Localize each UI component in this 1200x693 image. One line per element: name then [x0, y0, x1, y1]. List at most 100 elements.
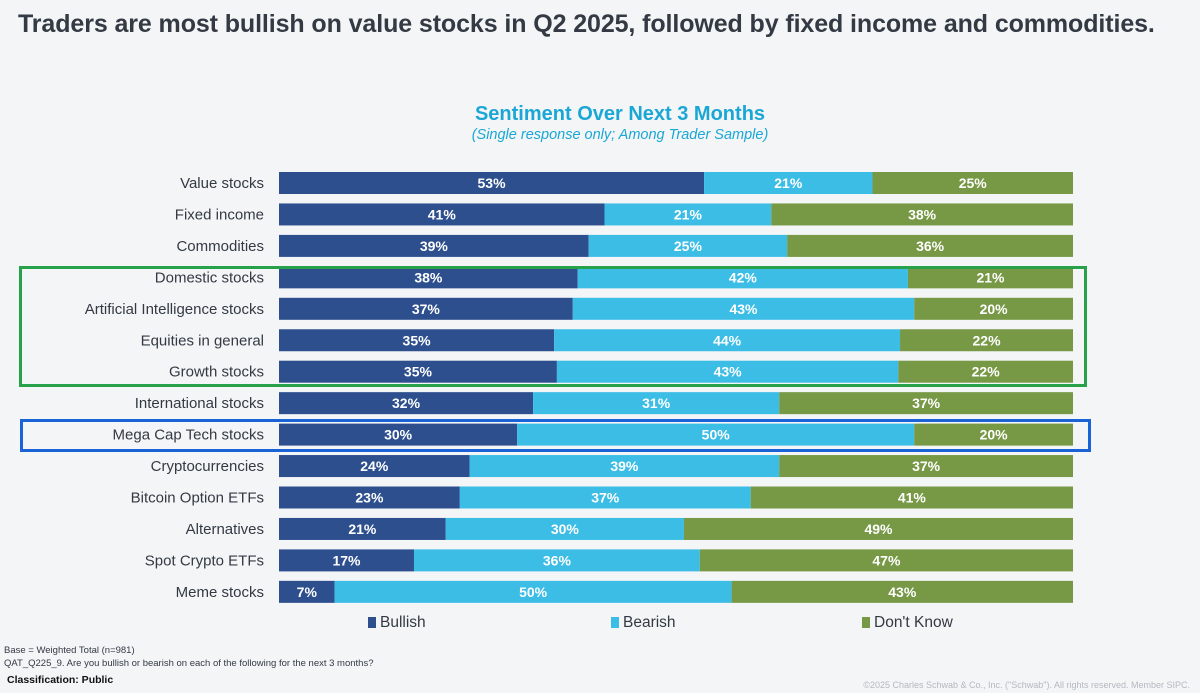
data-label-don-t-know-spot-crypto-etfs: 47% — [872, 552, 901, 568]
category-label-spot-crypto-etfs: Spot Crypto ETFs — [145, 552, 264, 569]
data-label-don-t-know-value-stocks: 25% — [959, 175, 988, 191]
bar-bearish-international-stocks — [533, 392, 780, 415]
bar-don-t-know-commodities — [787, 234, 1073, 257]
data-label-don-t-know-international-stocks: 37% — [912, 395, 941, 411]
category-label-equities-in-general: Equities in general — [141, 332, 264, 349]
chart-subtitle: (Single response only; Among Trader Samp… — [471, 127, 769, 143]
bar-bullish-value-stocks — [279, 172, 705, 194]
bar-don-t-know-domestic-stocks — [907, 266, 1073, 289]
category-label-growth-stocks: Growth stocks — [169, 364, 264, 381]
category-label-artificial-intelligence-stocks: Artificial Intelligence stocks — [85, 301, 264, 318]
bar-don-t-know-growth-stocks — [898, 360, 1073, 383]
data-label-bearish-cryptocurrencies: 39% — [610, 458, 639, 474]
bar-bullish-bitcoin-option-etfs — [279, 486, 460, 509]
data-label-bearish-alternatives: 30% — [551, 521, 580, 537]
data-label-don-t-know-domestic-stocks: 21% — [976, 269, 1005, 285]
data-label-bullish-cryptocurrencies: 24% — [360, 458, 389, 474]
bar-bullish-cryptocurrencies — [279, 455, 470, 478]
bar-bullish-domestic-stocks — [279, 266, 578, 289]
bar-bearish-mega-cap-tech-stocks — [517, 423, 915, 446]
data-label-bullish-bitcoin-option-etfs: 23% — [355, 490, 384, 506]
category-label-value-stocks: Value stocks — [180, 175, 264, 192]
data-label-don-t-know-commodities: 36% — [916, 238, 945, 254]
highlight-box-blue — [20, 419, 1091, 452]
category-label-fixed-income: Fixed income — [175, 206, 264, 223]
bar-don-t-know-cryptocurrencies — [779, 455, 1073, 478]
question-note: QAT_Q225_9. Are you bullish or bearish o… — [4, 658, 374, 669]
bar-don-t-know-alternatives — [683, 517, 1073, 540]
data-label-don-t-know-artificial-intelligence-stocks: 20% — [980, 301, 1009, 317]
bar-bearish-meme-stocks — [334, 580, 732, 603]
highlight-box-green — [19, 266, 1087, 387]
bar-bullish-spot-crypto-etfs — [279, 549, 414, 572]
data-label-bullish-value-stocks: 53% — [478, 175, 507, 191]
data-label-bearish-artificial-intelligence-stocks: 43% — [729, 301, 758, 317]
bar-bullish-equities-in-general — [279, 329, 555, 352]
classification-label: Classification: Public — [7, 674, 114, 686]
bar-bullish-growth-stocks — [279, 360, 557, 383]
legend-swatch-bearish — [611, 617, 619, 628]
bar-don-t-know-equities-in-general — [900, 329, 1073, 352]
chart-title: Sentiment Over Next 3 Months — [474, 103, 766, 125]
bar-bearish-growth-stocks — [556, 360, 899, 383]
data-label-don-t-know-meme-stocks: 43% — [888, 584, 917, 600]
bar-bearish-value-stocks — [704, 172, 873, 194]
bar-don-t-know-bitcoin-option-etfs — [750, 486, 1073, 509]
data-label-don-t-know-growth-stocks: 22% — [972, 364, 1001, 380]
bar-bullish-international-stocks — [279, 392, 534, 415]
category-label-mega-cap-tech-stocks: Mega Cap Tech stocks — [113, 427, 264, 444]
bar-don-t-know-meme-stocks — [731, 580, 1073, 603]
data-label-bearish-mega-cap-tech-stocks: 50% — [702, 427, 731, 443]
legend-swatch-dont-know — [862, 617, 870, 628]
data-label-bullish-commodities: 39% — [420, 238, 449, 254]
bar-bearish-bitcoin-option-etfs — [459, 486, 751, 509]
data-label-bullish-alternatives: 21% — [348, 521, 377, 537]
bar-bullish-mega-cap-tech-stocks — [279, 423, 518, 446]
category-label-meme-stocks: Meme stocks — [176, 584, 264, 601]
bar-bearish-commodities — [588, 234, 788, 257]
bar-bullish-fixed-income — [279, 203, 605, 226]
data-label-bullish-international-stocks: 32% — [392, 395, 421, 411]
data-label-don-t-know-equities-in-general: 22% — [973, 332, 1002, 348]
data-label-bearish-value-stocks: 21% — [774, 175, 803, 191]
data-label-bullish-growth-stocks: 35% — [404, 364, 433, 380]
bar-bearish-artificial-intelligence-stocks — [572, 297, 915, 320]
category-label-commodities: Commodities — [176, 238, 264, 255]
data-label-don-t-know-mega-cap-tech-stocks: 20% — [980, 427, 1009, 443]
bar-bearish-fixed-income — [604, 203, 772, 226]
bar-don-t-know-international-stocks — [779, 392, 1073, 415]
data-label-bullish-mega-cap-tech-stocks: 30% — [384, 427, 413, 443]
copyright-notice: ©2025 Charles Schwab & Co., Inc. ("Schwa… — [863, 680, 1190, 690]
category-label-domestic-stocks: Domestic stocks — [155, 269, 264, 286]
legend-item-bearish: Bearish — [611, 614, 676, 632]
data-label-don-t-know-bitcoin-option-etfs: 41% — [898, 490, 927, 506]
data-label-bullish-fixed-income: 41% — [428, 206, 457, 222]
base-note: Base = Weighted Total (n=981) — [4, 645, 135, 656]
data-label-bullish-artificial-intelligence-stocks: 37% — [412, 301, 441, 317]
bar-bearish-equities-in-general — [554, 329, 901, 352]
bar-don-t-know-artificial-intelligence-stocks — [914, 297, 1073, 320]
data-label-bullish-equities-in-general: 35% — [403, 332, 432, 348]
data-label-bearish-growth-stocks: 43% — [714, 364, 743, 380]
bar-don-t-know-spot-crypto-etfs — [699, 549, 1073, 572]
bar-don-t-know-fixed-income — [771, 203, 1073, 226]
category-label-alternatives: Alternatives — [186, 521, 264, 538]
category-label-cryptocurrencies: Cryptocurrencies — [151, 458, 264, 475]
data-label-bearish-equities-in-general: 44% — [713, 332, 742, 348]
data-label-bearish-spot-crypto-etfs: 36% — [543, 552, 572, 568]
data-label-bullish-domestic-stocks: 38% — [414, 269, 443, 285]
legend-swatch-bullish — [368, 617, 376, 628]
data-label-bearish-international-stocks: 31% — [642, 395, 671, 411]
bar-bearish-alternatives — [445, 517, 684, 540]
bar-bullish-meme-stocks — [279, 580, 335, 603]
bar-bullish-artificial-intelligence-stocks — [279, 297, 573, 320]
legend-label-dont-know: Don't Know — [874, 614, 953, 631]
data-label-bullish-meme-stocks: 7% — [297, 584, 318, 600]
data-label-bearish-meme-stocks: 50% — [519, 584, 548, 600]
bar-bullish-alternatives — [279, 517, 446, 540]
category-label-bitcoin-option-etfs: Bitcoin Option ETFs — [131, 490, 264, 507]
legend-label-bullish: Bullish — [380, 614, 426, 631]
headline: Traders are most bullish on value stocks… — [18, 10, 1155, 38]
data-label-don-t-know-cryptocurrencies: 37% — [912, 458, 941, 474]
data-label-bearish-fixed-income: 21% — [674, 206, 703, 222]
